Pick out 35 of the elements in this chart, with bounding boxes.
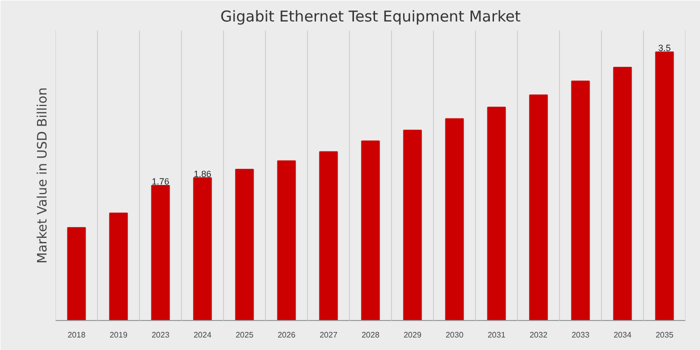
x-tick-label: 2028 — [362, 330, 380, 340]
chart-title: Gigabit Ethernet Test Equipment Market — [220, 8, 521, 26]
x-tick-label: 2018 — [68, 330, 86, 340]
x-tick-label: 2035 — [656, 330, 674, 340]
bar — [235, 168, 254, 320]
bar — [613, 66, 632, 320]
bar — [277, 160, 296, 320]
x-tick-label: 2032 — [530, 330, 548, 340]
data-label: 1.86 — [194, 168, 212, 179]
bar — [319, 151, 338, 320]
bar — [193, 177, 212, 320]
bar — [403, 130, 422, 320]
x-tick-label: 2034 — [614, 330, 632, 340]
bar — [445, 118, 464, 320]
data-label: 3.5 — [658, 42, 671, 53]
bar — [487, 106, 506, 320]
x-tick-label: 2025 — [236, 330, 254, 340]
bar — [151, 184, 170, 320]
x-tick-label: 2027 — [320, 330, 338, 340]
bar — [109, 212, 128, 320]
x-tick-label: 2024 — [194, 330, 212, 340]
bar — [571, 80, 590, 320]
bar — [529, 94, 548, 320]
bar — [67, 227, 86, 320]
x-tick-label: 2019 — [110, 330, 128, 340]
x-tick-label: 2023 — [152, 330, 170, 340]
data-label: 1.76 — [152, 176, 170, 186]
x-tick-label: 2031 — [488, 330, 506, 340]
x-tick-label: 2026 — [278, 330, 296, 340]
x-tick-label: 2029 — [404, 330, 422, 340]
bar — [655, 51, 674, 320]
x-tick-label: 2033 — [572, 330, 590, 340]
y-axis-title: Market Value in USD Billion — [36, 87, 50, 264]
bar — [361, 140, 380, 320]
x-tick-label: 2030 — [446, 330, 464, 340]
